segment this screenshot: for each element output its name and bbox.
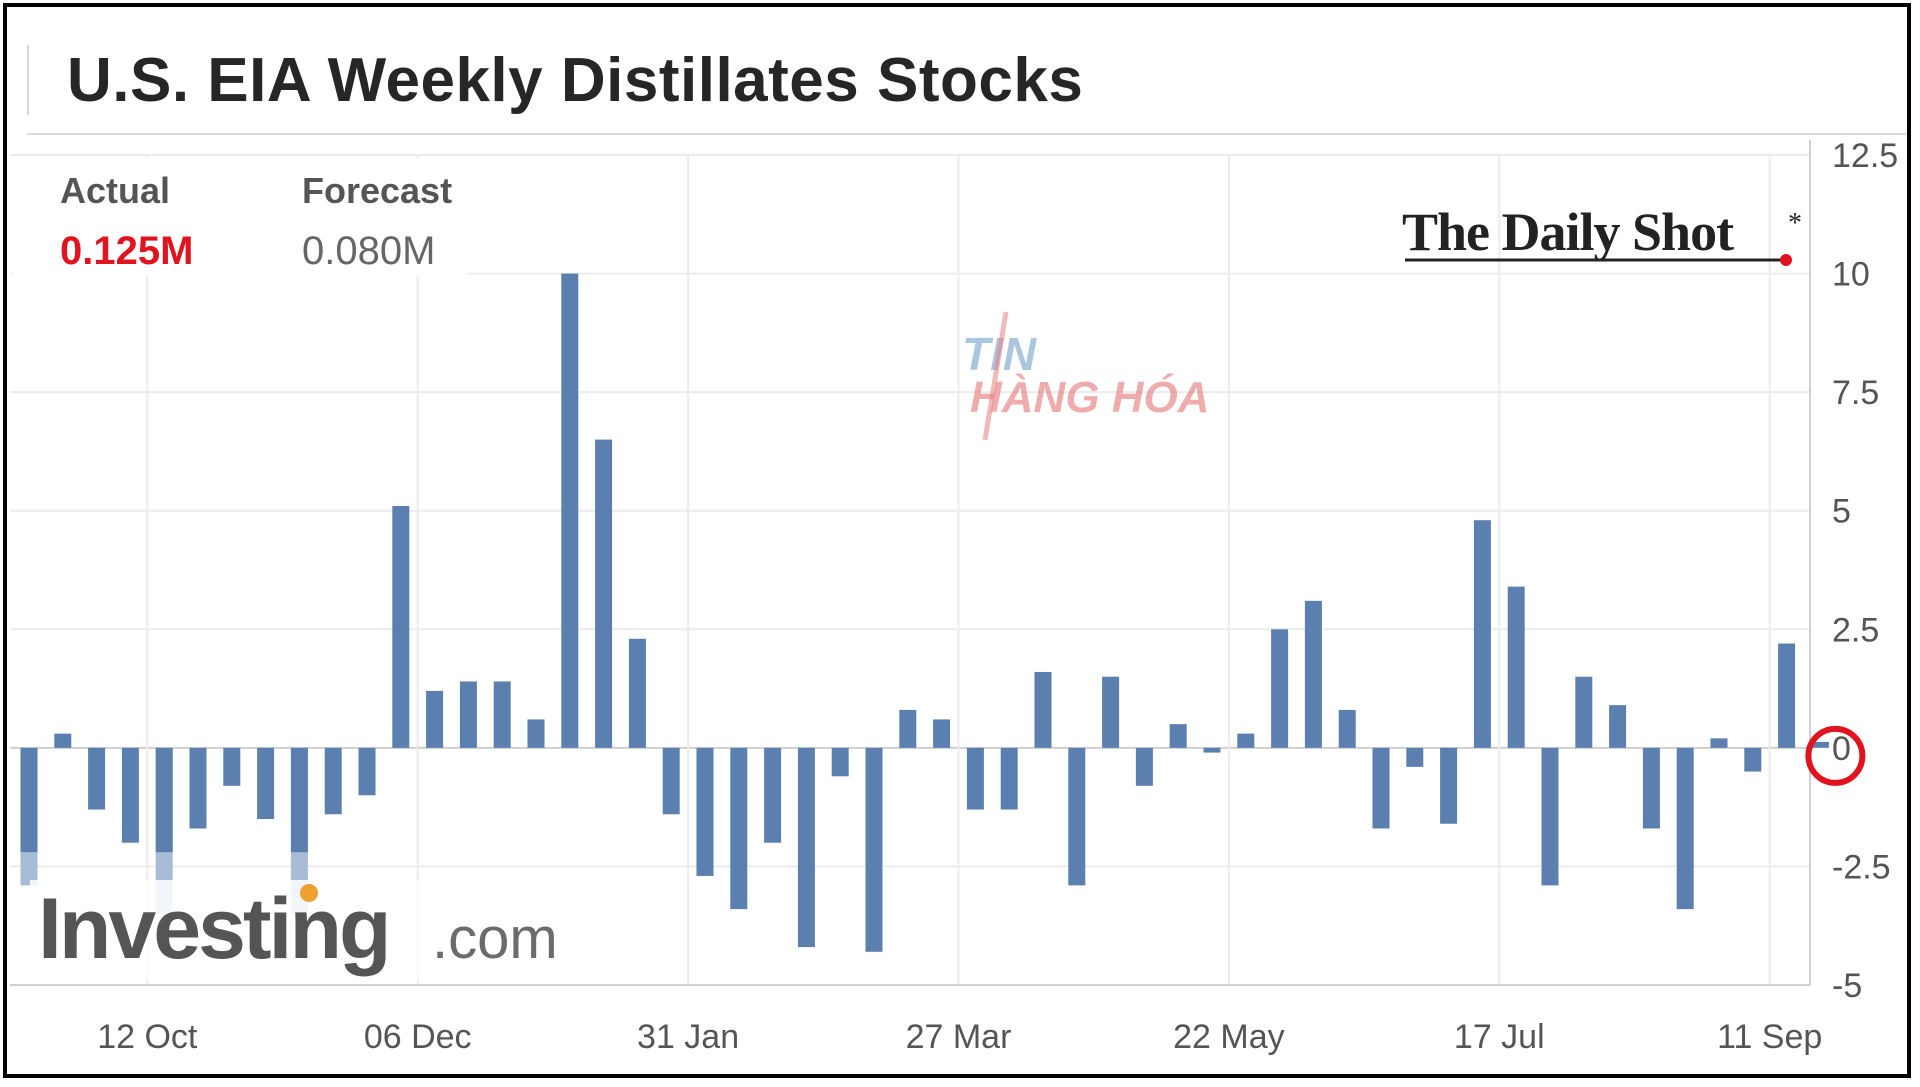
bar bbox=[459, 681, 477, 748]
bar bbox=[1135, 747, 1153, 786]
bar bbox=[426, 690, 444, 748]
daily-shot-dot bbox=[1780, 254, 1792, 266]
bar bbox=[358, 747, 376, 796]
bar bbox=[257, 747, 275, 819]
bar bbox=[1271, 629, 1289, 748]
x-tick-label: 12 Oct bbox=[97, 1018, 198, 1056]
bar bbox=[121, 747, 139, 843]
x-tick-label: 11 Sep bbox=[1717, 1018, 1822, 1056]
x-tick-label: 17 Jul bbox=[1454, 1018, 1545, 1056]
legend-box bbox=[12, 158, 467, 276]
bar bbox=[1203, 747, 1221, 753]
investing-logo: Investing bbox=[38, 881, 389, 977]
y-tick-label: 10 bbox=[1832, 256, 1870, 294]
y-tick-label: 7.5 bbox=[1832, 374, 1879, 412]
title-bar: U.S. EIA Weekly Distillates Stocks bbox=[27, 15, 1907, 135]
bar bbox=[324, 747, 342, 815]
bar bbox=[1507, 586, 1525, 748]
watermark-arrow-icon bbox=[982, 311, 1009, 441]
bar bbox=[561, 273, 579, 748]
bar bbox=[730, 747, 748, 910]
bar bbox=[764, 747, 782, 843]
bar bbox=[1778, 643, 1796, 748]
axes: 12.5 10 7.5 5 2.5 0 -2.5 -5 12 Oct 06 Dec 31 Jan 27… bbox=[10, 137, 1898, 1056]
chart-title: U.S. EIA Weekly Distillates Stocks bbox=[67, 46, 1084, 115]
bar bbox=[966, 747, 984, 810]
bar bbox=[20, 747, 38, 853]
bar bbox=[696, 747, 714, 876]
grid bbox=[10, 154, 1810, 986]
bar bbox=[1372, 747, 1390, 829]
bar bbox=[1710, 738, 1728, 748]
y-tick-label: 2.5 bbox=[1832, 611, 1879, 649]
bar bbox=[595, 439, 613, 748]
bar bbox=[1237, 733, 1255, 748]
bar bbox=[1744, 747, 1762, 772]
bar bbox=[933, 719, 951, 748]
bar bbox=[1102, 676, 1120, 748]
y-tick-label: -5 bbox=[1832, 967, 1862, 1005]
legend-forecast-label: Forecast bbox=[302, 170, 452, 211]
bar bbox=[831, 747, 849, 777]
bar bbox=[155, 747, 173, 853]
x-tick-label: 31 Jan bbox=[637, 1018, 739, 1056]
investing-logo-backdrop bbox=[30, 880, 570, 980]
bar bbox=[1406, 747, 1424, 767]
bar bbox=[1169, 724, 1187, 748]
bar bbox=[1642, 747, 1660, 829]
bar bbox=[1000, 747, 1018, 810]
legend-actual-value: 0.125M bbox=[60, 229, 193, 273]
bar bbox=[290, 747, 308, 853]
bar bbox=[1609, 705, 1627, 748]
bar bbox=[88, 747, 106, 810]
bar bbox=[1473, 520, 1491, 748]
x-tick-label: 22 May bbox=[1173, 1018, 1285, 1056]
bar bbox=[54, 733, 72, 748]
bar bbox=[628, 638, 646, 748]
y-tick-label: 0 bbox=[1832, 730, 1851, 768]
bar bbox=[493, 681, 511, 748]
bar bbox=[899, 709, 917, 748]
investing-logo-dot bbox=[300, 884, 318, 902]
overlays: Actual 0.125M Forecast 0.080M The Daily Shot… bbox=[12, 158, 1866, 980]
bar bbox=[1338, 709, 1356, 748]
daily-shot-mark: * bbox=[1788, 208, 1802, 239]
bar bbox=[1575, 676, 1593, 748]
bar bbox=[1068, 747, 1086, 886]
bar bbox=[1440, 747, 1458, 824]
bar bbox=[1811, 741, 1829, 748]
bar bbox=[1304, 600, 1322, 748]
bar bbox=[392, 505, 410, 748]
bar bbox=[797, 747, 815, 948]
daily-shot-logo: The Daily Shot bbox=[1402, 202, 1734, 262]
bar bbox=[1034, 671, 1052, 748]
bar bbox=[1676, 747, 1694, 910]
bars bbox=[20, 273, 1829, 952]
bar bbox=[189, 747, 207, 829]
y-tick-label: -2.5 bbox=[1832, 848, 1891, 886]
y-tick-label: 5 bbox=[1832, 493, 1851, 531]
x-tick-label: 06 Dec bbox=[364, 1018, 472, 1056]
latest-highlight-circle bbox=[1805, 725, 1866, 786]
bar bbox=[865, 747, 883, 952]
title-divider bbox=[27, 45, 29, 115]
watermark-hang-hoa: HÀNG HÓA bbox=[970, 372, 1210, 422]
x-tick-label: 27 Mar bbox=[906, 1018, 1012, 1056]
bar bbox=[662, 747, 680, 815]
bar bbox=[1541, 747, 1559, 886]
legend-actual-label: Actual bbox=[60, 170, 170, 211]
bar bbox=[527, 719, 545, 748]
y-tick-label: 12.5 bbox=[1832, 137, 1898, 175]
investing-logo-suffix: .com bbox=[432, 906, 558, 971]
legend-forecast-value: 0.080M bbox=[302, 229, 435, 273]
bar bbox=[223, 747, 241, 786]
